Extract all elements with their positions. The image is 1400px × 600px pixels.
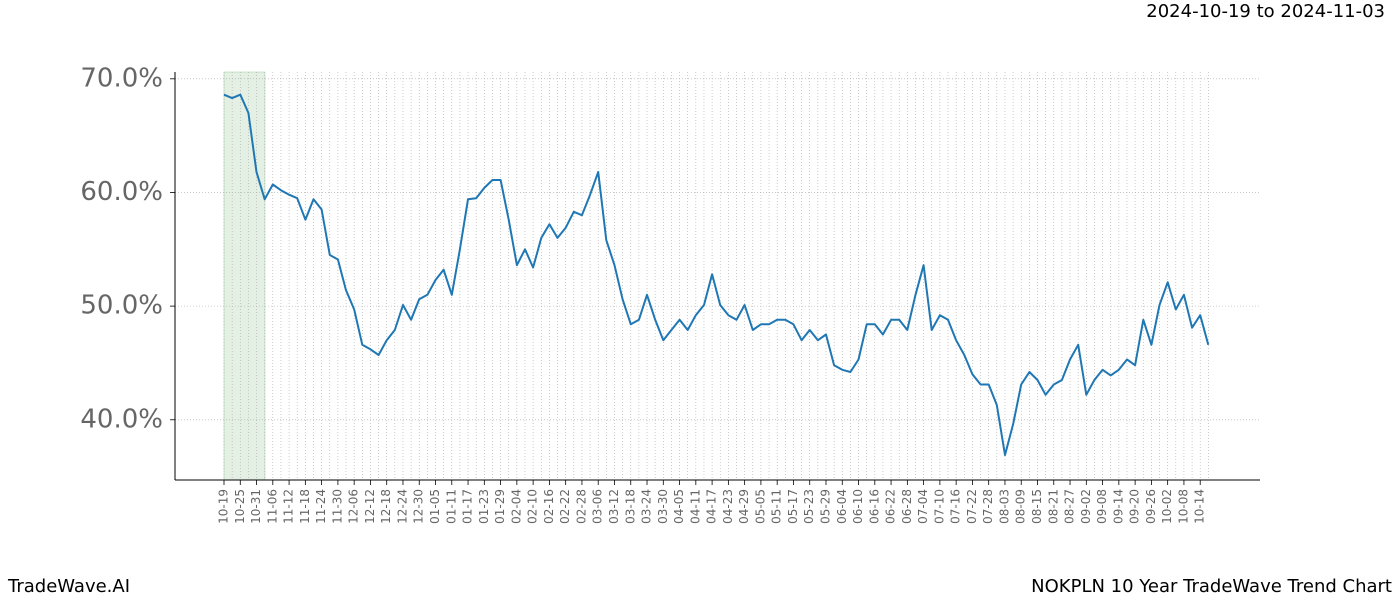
y-tick-label: 50.0% xyxy=(80,291,163,321)
x-tick-label: 02-22 xyxy=(558,489,572,524)
subtitle: 2024-10-19 to 2024-11-03 xyxy=(1146,1,1385,22)
x-tick-label: 10-25 xyxy=(233,489,247,524)
x-tick-label: 12-18 xyxy=(379,489,393,524)
x-tick-label: 04-23 xyxy=(721,489,735,524)
x-tick-label: 10-19 xyxy=(217,489,231,524)
x-tick-label: 03-30 xyxy=(656,489,670,524)
x-tick-label: 12-06 xyxy=(347,489,361,524)
x-tick-label: 02-16 xyxy=(542,489,556,524)
x-tick-label: 06-28 xyxy=(900,489,914,524)
x-tick-label: 10-08 xyxy=(1176,489,1190,524)
x-tick-label: 03-06 xyxy=(591,489,605,524)
x-tick-label: 11-30 xyxy=(330,489,344,524)
x-tick-label: 04-11 xyxy=(688,489,702,524)
x-tick-label: 06-10 xyxy=(851,489,865,524)
x-tick-label: 09-26 xyxy=(1144,489,1158,524)
x-tick-label: 04-29 xyxy=(737,489,751,524)
x-tick-label: 01-11 xyxy=(444,489,458,524)
y-tick-label: 70.0% xyxy=(80,63,163,93)
x-tick-label: 07-22 xyxy=(965,489,979,524)
x-tick-label: 05-29 xyxy=(818,489,832,524)
chart-title: NOKPLN 10 Year TradeWave Trend Chart xyxy=(1031,576,1392,597)
x-tick-label: 10-02 xyxy=(1160,489,1174,524)
x-tick-label: 10-14 xyxy=(1193,489,1207,524)
x-tick-label: 03-12 xyxy=(607,489,621,524)
x-tick-label: 12-12 xyxy=(363,489,377,524)
x-tick-label: 12-30 xyxy=(412,489,426,524)
x-tick-label: 11-12 xyxy=(282,489,296,524)
x-tick-label: 05-11 xyxy=(770,489,784,524)
highlight-span xyxy=(223,71,266,481)
x-tick-label: 06-04 xyxy=(835,489,849,524)
x-tick-label: 02-04 xyxy=(509,489,523,524)
x-tick-label: 07-04 xyxy=(916,489,930,524)
x-tick-label: 08-27 xyxy=(1063,489,1077,524)
series-line xyxy=(223,93,1210,456)
x-tick-label: 07-16 xyxy=(949,489,963,524)
x-tick-label: 10-31 xyxy=(249,489,263,524)
x-tick-label: 08-21 xyxy=(1046,489,1060,524)
x-tick-label: 07-10 xyxy=(932,489,946,524)
x-tick-label: 07-28 xyxy=(981,489,995,524)
x-tick-label: 08-15 xyxy=(1030,489,1044,524)
x-tick-label: 01-05 xyxy=(428,489,442,524)
x-tick-label: 04-05 xyxy=(672,489,686,524)
x-tick-label: 06-22 xyxy=(884,489,898,524)
x-tick-label: 01-23 xyxy=(477,489,491,524)
x-tick-label: 11-06 xyxy=(265,489,279,524)
x-tick-label: 09-20 xyxy=(1128,489,1142,524)
x-tick-label: 09-02 xyxy=(1079,489,1093,524)
x-tick-label: 03-24 xyxy=(640,489,654,524)
x-tick-label: 12-24 xyxy=(395,489,409,524)
x-tick-label: 03-18 xyxy=(623,489,637,524)
x-tick-label: 05-05 xyxy=(753,489,767,524)
brand: TradeWave.AI xyxy=(7,576,130,597)
x-tick-label: 05-23 xyxy=(802,489,816,524)
y-tick-label: 40.0% xyxy=(80,404,163,434)
x-tick-label: 04-17 xyxy=(705,489,719,524)
x-tick-label: 08-09 xyxy=(1014,489,1028,524)
x-tick-label: 01-29 xyxy=(493,489,507,524)
x-tick-label: 11-18 xyxy=(298,489,312,524)
x-tick-label: 09-08 xyxy=(1095,489,1109,524)
x-tick-label: 05-17 xyxy=(786,489,800,524)
x-tick-label: 06-16 xyxy=(867,489,881,524)
x-tick-label: 11-24 xyxy=(314,489,328,524)
x-tick-label: 02-10 xyxy=(526,489,540,524)
x-tick-label: 02-28 xyxy=(574,489,588,524)
x-tick-label: 01-17 xyxy=(461,489,475,524)
y-tick-label: 60.0% xyxy=(80,177,163,207)
x-tick-label: 08-03 xyxy=(997,489,1011,524)
x-tick-label: 09-14 xyxy=(1111,489,1125,524)
